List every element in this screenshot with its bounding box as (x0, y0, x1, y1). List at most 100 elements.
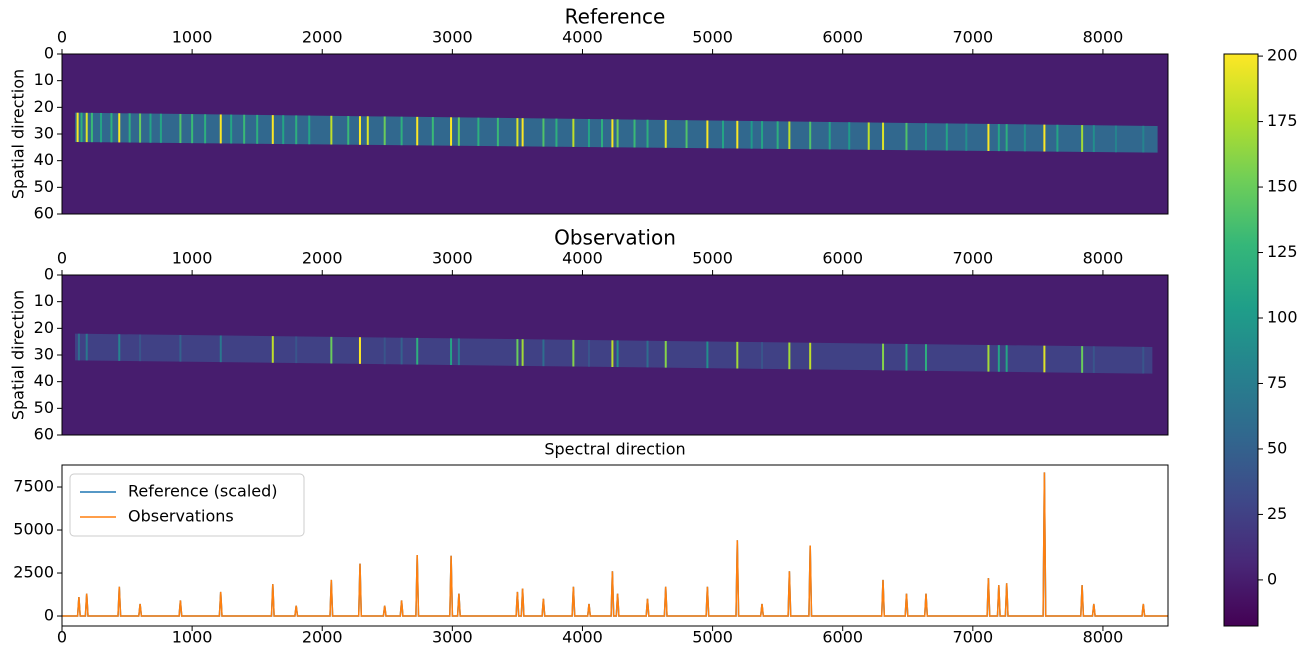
emission-line (100, 112, 103, 143)
emission-line (243, 114, 246, 144)
emission-line (664, 119, 667, 148)
emission-line (736, 120, 739, 149)
emission-line (149, 113, 152, 143)
emission-line (139, 334, 142, 362)
emission-line (330, 115, 333, 145)
emission-line (295, 115, 298, 145)
x-tick-label: 0 (57, 249, 67, 268)
emission-line (90, 112, 93, 143)
y-tick-label: 0 (44, 606, 54, 625)
x-tick-label: 1000 (172, 28, 213, 47)
chart-title: Reference (565, 5, 666, 29)
x-tick-label: 2000 (302, 249, 343, 268)
x-tick-label: 4000 (562, 628, 603, 647)
emission-line (477, 117, 480, 146)
emission-line (1142, 346, 1145, 374)
x-tick-label: 3000 (432, 249, 473, 268)
emission-line (761, 342, 764, 369)
x-axis-label: Spectral direction (544, 440, 685, 459)
emission-line (347, 116, 350, 145)
emission-line (1005, 345, 1008, 372)
colorbar-tick-label: 200 (1267, 46, 1298, 65)
y-tick-label: 30 (34, 345, 54, 364)
legend-label: Observations (128, 507, 234, 526)
emission-line (76, 112, 79, 143)
colorbar-tick-label: 25 (1267, 504, 1287, 523)
emission-line (809, 342, 812, 370)
x-tick-label: 3000 (432, 28, 473, 47)
emission-line (1043, 345, 1046, 373)
emission-line (1056, 124, 1059, 152)
x-tick-label: 2000 (302, 28, 343, 47)
colorbar-tick-label: 150 (1267, 177, 1298, 196)
emission-line (788, 121, 791, 150)
emission-line (191, 114, 194, 144)
x-tick-label: 1000 (172, 628, 213, 647)
x-tick-label: 6000 (822, 28, 863, 47)
emission-line (1092, 346, 1095, 373)
emission-line (219, 114, 222, 144)
emission-line (366, 116, 369, 145)
y-tick-label: 2500 (13, 563, 54, 582)
emission-line (118, 334, 121, 361)
emission-line (587, 118, 590, 148)
emission-line (664, 340, 667, 368)
emission-line (219, 335, 222, 363)
chart-title: Observation (554, 226, 676, 250)
y-tick-label: 0 (44, 265, 54, 284)
x-tick-label: 8000 (1083, 628, 1124, 647)
y-tick-label: 40 (34, 150, 54, 169)
emission-line (611, 340, 614, 367)
y-tick-label: 7500 (13, 477, 54, 496)
emission-line (271, 115, 274, 144)
emission-line (611, 119, 614, 148)
x-tick-label: 7000 (952, 628, 993, 647)
emission-line (179, 334, 182, 362)
y-tick-label: 20 (34, 318, 54, 337)
emission-line (761, 121, 764, 149)
emission-line (179, 113, 182, 144)
x-tick-label: 5000 (692, 28, 733, 47)
emission-line (400, 116, 403, 146)
emission-line (128, 113, 131, 143)
emission-line (685, 120, 688, 149)
emission-line (431, 117, 434, 146)
emission-line (110, 113, 113, 143)
colorbar (1223, 53, 1259, 627)
emission-line (987, 123, 990, 151)
emission-line (646, 340, 649, 368)
x-tick-label: 7000 (952, 249, 993, 268)
y-axis-label: Spatial direction (9, 69, 28, 199)
emission-line (1005, 124, 1008, 152)
emission-line (809, 121, 812, 150)
emission-line (616, 340, 619, 368)
x-tick-label: 2000 (302, 628, 343, 647)
emission-line (230, 114, 233, 144)
emission-line (271, 336, 274, 363)
colorbar-tick-label: 75 (1267, 373, 1287, 392)
emission-line (788, 342, 791, 370)
series-line (62, 472, 1168, 617)
emission-line (542, 118, 545, 147)
emission-line (358, 337, 361, 364)
emission-line (965, 123, 968, 151)
x-tick-label: 1000 (172, 249, 213, 268)
emission-line (400, 337, 403, 365)
colorbar-tick-label: 0 (1267, 569, 1277, 588)
x-tick-label: 3000 (432, 628, 473, 647)
emission-line (905, 122, 908, 151)
x-tick-label: 0 (57, 28, 67, 47)
emission-line (572, 339, 575, 367)
emission-line (633, 119, 636, 148)
y-tick-label: 10 (34, 70, 54, 89)
y-tick-label: 0 (44, 44, 54, 63)
emission-line (616, 119, 619, 148)
emission-line (600, 119, 603, 148)
emission-line (882, 343, 885, 371)
emission-line (1114, 125, 1117, 153)
y-axis-label: Spatial direction (9, 290, 28, 420)
emission-line (85, 333, 88, 361)
emission-line (457, 117, 460, 146)
legend: Reference (scaled) Observations (69, 473, 305, 537)
emission-line (706, 341, 709, 369)
